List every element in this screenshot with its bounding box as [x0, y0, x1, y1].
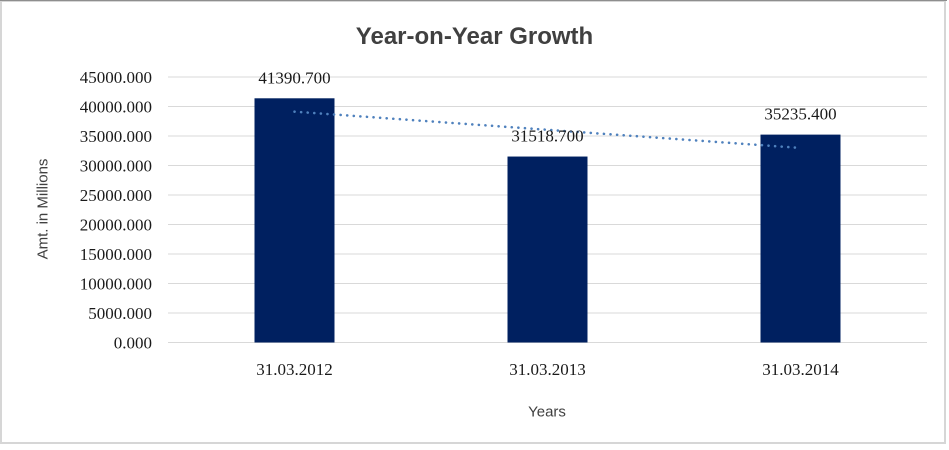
data-label: 35235.400 [764, 105, 836, 124]
y-tick-labels: 0.000 5000.000 10000.000 15000.000 20000.000… [80, 68, 152, 353]
y-tick-label: 5000.000 [88, 304, 152, 323]
y-tick-label: 40000.000 [80, 98, 152, 117]
y-tick-label: 45000.000 [80, 68, 152, 87]
chart-frame-top-edge [0, 0, 947, 1]
bar [507, 156, 588, 343]
y-tick-label: 25000.000 [80, 186, 152, 205]
y-tick-label: 35000.000 [80, 127, 152, 146]
y-tick-label: 10000.000 [80, 275, 152, 294]
data-label: 31518.700 [511, 127, 583, 146]
x-axis-title: Years [528, 403, 566, 421]
bar-series [254, 98, 841, 343]
x-category-label: 31.03.2014 [762, 360, 839, 379]
data-label: 41390.700 [258, 68, 330, 87]
trendline-dotted [293, 110, 802, 150]
chart-title: Year-on-Year Growth [355, 23, 594, 50]
bar [760, 134, 841, 343]
trendline [293, 110, 802, 150]
x-category-label: 31.03.2012 [256, 360, 333, 379]
y-tick-label: 15000.000 [80, 245, 152, 264]
y-tick-label: 20000.000 [80, 216, 152, 235]
bar [254, 98, 335, 343]
category-labels: 31.03.2012 31.03.2013 31.03.2014 [256, 360, 839, 379]
x-category-label: 31.03.2013 [509, 360, 586, 379]
y-tick-label: 30000.000 [80, 157, 152, 176]
data-labels: 41390.700 31518.700 35235.400 [258, 68, 836, 145]
y-tick-label: 0.000 [114, 334, 152, 353]
